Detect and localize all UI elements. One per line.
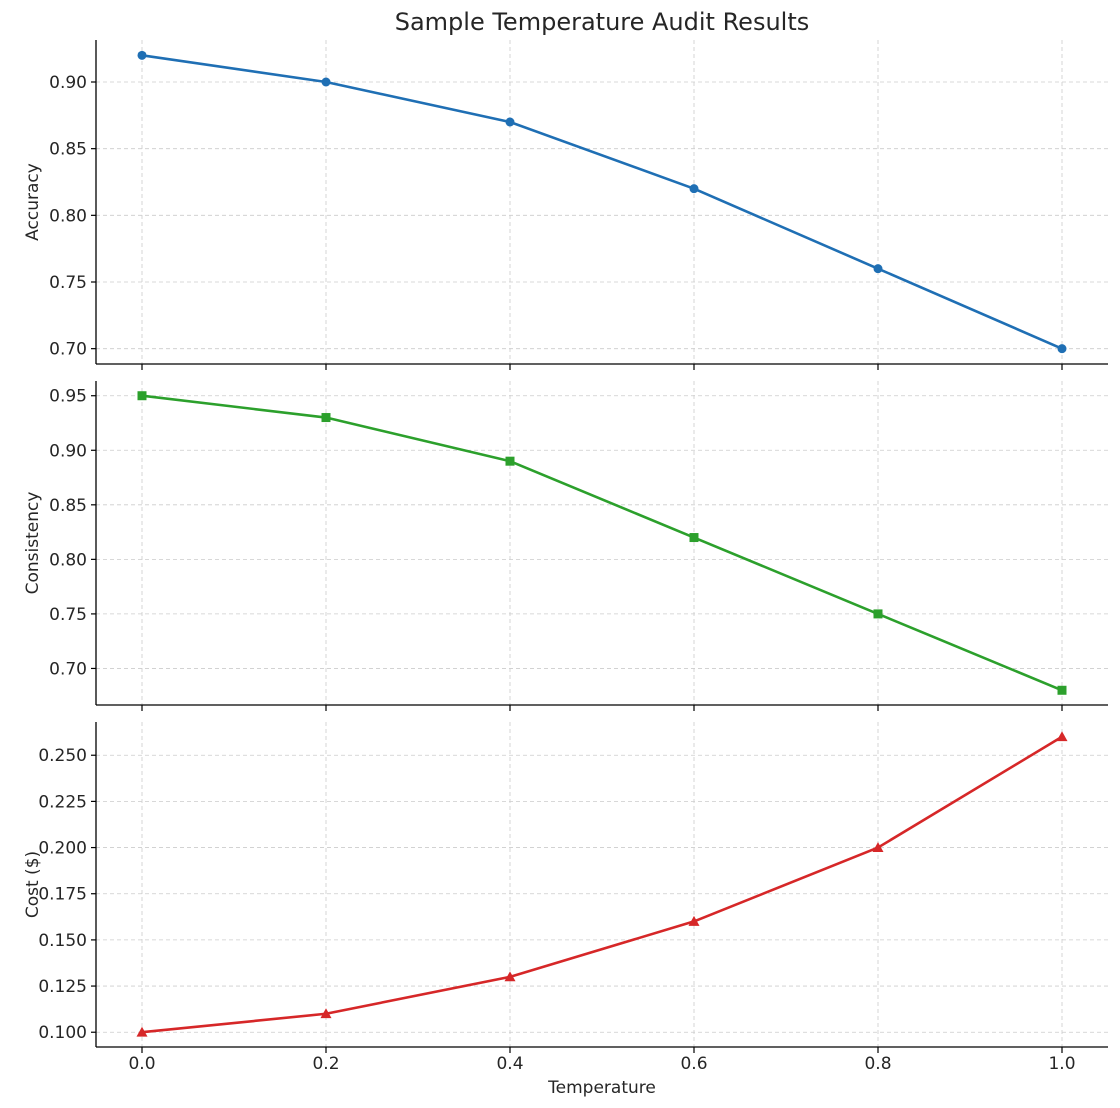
y-axis-label: Cost ($)	[23, 851, 43, 918]
x-axis-label: Temperature	[547, 1078, 656, 1098]
data-point	[137, 50, 147, 60]
x-tick-label: 0.0	[128, 1054, 155, 1074]
data-point	[137, 391, 147, 401]
y-tick-label: 0.80	[49, 206, 87, 226]
y-tick-label: 0.90	[49, 441, 87, 461]
panel-1: 0.70 0.75 0.80 0.85 0.90 Accuracy	[23, 40, 1108, 370]
chart-title: Sample Temperature Audit Results	[395, 8, 810, 36]
x-tick-label: 0.4	[496, 1054, 523, 1074]
y-tick-label: 0.85	[49, 496, 87, 516]
y-tick-label: 0.200	[38, 839, 87, 859]
y-axis-label: Accuracy	[23, 163, 43, 241]
panel-2: 0.70 0.75 0.80 0.85 0.90 0.95 Consistency	[23, 381, 1108, 711]
y-tick-label: 0.75	[49, 605, 87, 625]
data-point	[321, 77, 331, 87]
data-point	[320, 1008, 332, 1019]
series-line	[141, 735, 1063, 1034]
y-tick-label: 0.95	[49, 387, 87, 407]
data-point	[1057, 685, 1067, 695]
y-tick-label: 0.80	[49, 550, 87, 570]
x-tick-label: 0.2	[312, 1054, 339, 1074]
data-point	[136, 1026, 148, 1037]
data-point	[504, 971, 516, 982]
y-tick-label: 0.175	[38, 885, 87, 905]
y-tick-label: 0.90	[49, 73, 87, 93]
data-point	[505, 117, 515, 127]
series-line	[141, 394, 1063, 692]
y-tick-label: 0.250	[38, 746, 87, 766]
data-point	[689, 184, 699, 194]
y-tick-label: 0.85	[49, 140, 87, 160]
y-tick-label: 0.70	[49, 659, 87, 679]
y-tick-label: 0.125	[38, 977, 87, 997]
data-point	[1056, 731, 1068, 742]
y-tick-label: 0.150	[38, 931, 87, 951]
data-point	[873, 264, 883, 274]
data-point	[873, 609, 883, 619]
x-tick-label: 1.0	[1048, 1054, 1075, 1074]
data-point	[689, 533, 699, 543]
y-tick-label: 0.225	[38, 792, 87, 812]
data-point	[688, 915, 700, 926]
y-tick-label: 0.75	[49, 273, 87, 293]
x-tick-label: 0.8	[864, 1054, 891, 1074]
data-point	[505, 456, 515, 466]
data-point	[1057, 344, 1067, 354]
y-axis-label: Consistency	[23, 492, 43, 595]
y-tick-label: 0.70	[49, 340, 87, 360]
x-tick-label: 0.6	[680, 1054, 707, 1074]
data-point	[321, 413, 331, 423]
series-line	[141, 54, 1063, 350]
data-point	[872, 842, 884, 852]
panel-3: 0.100 0.125 0.150 0.175 0.200 0.225 0.250 0.0 0.…	[23, 722, 1108, 1074]
y-tick-label: 0.100	[38, 1023, 87, 1043]
